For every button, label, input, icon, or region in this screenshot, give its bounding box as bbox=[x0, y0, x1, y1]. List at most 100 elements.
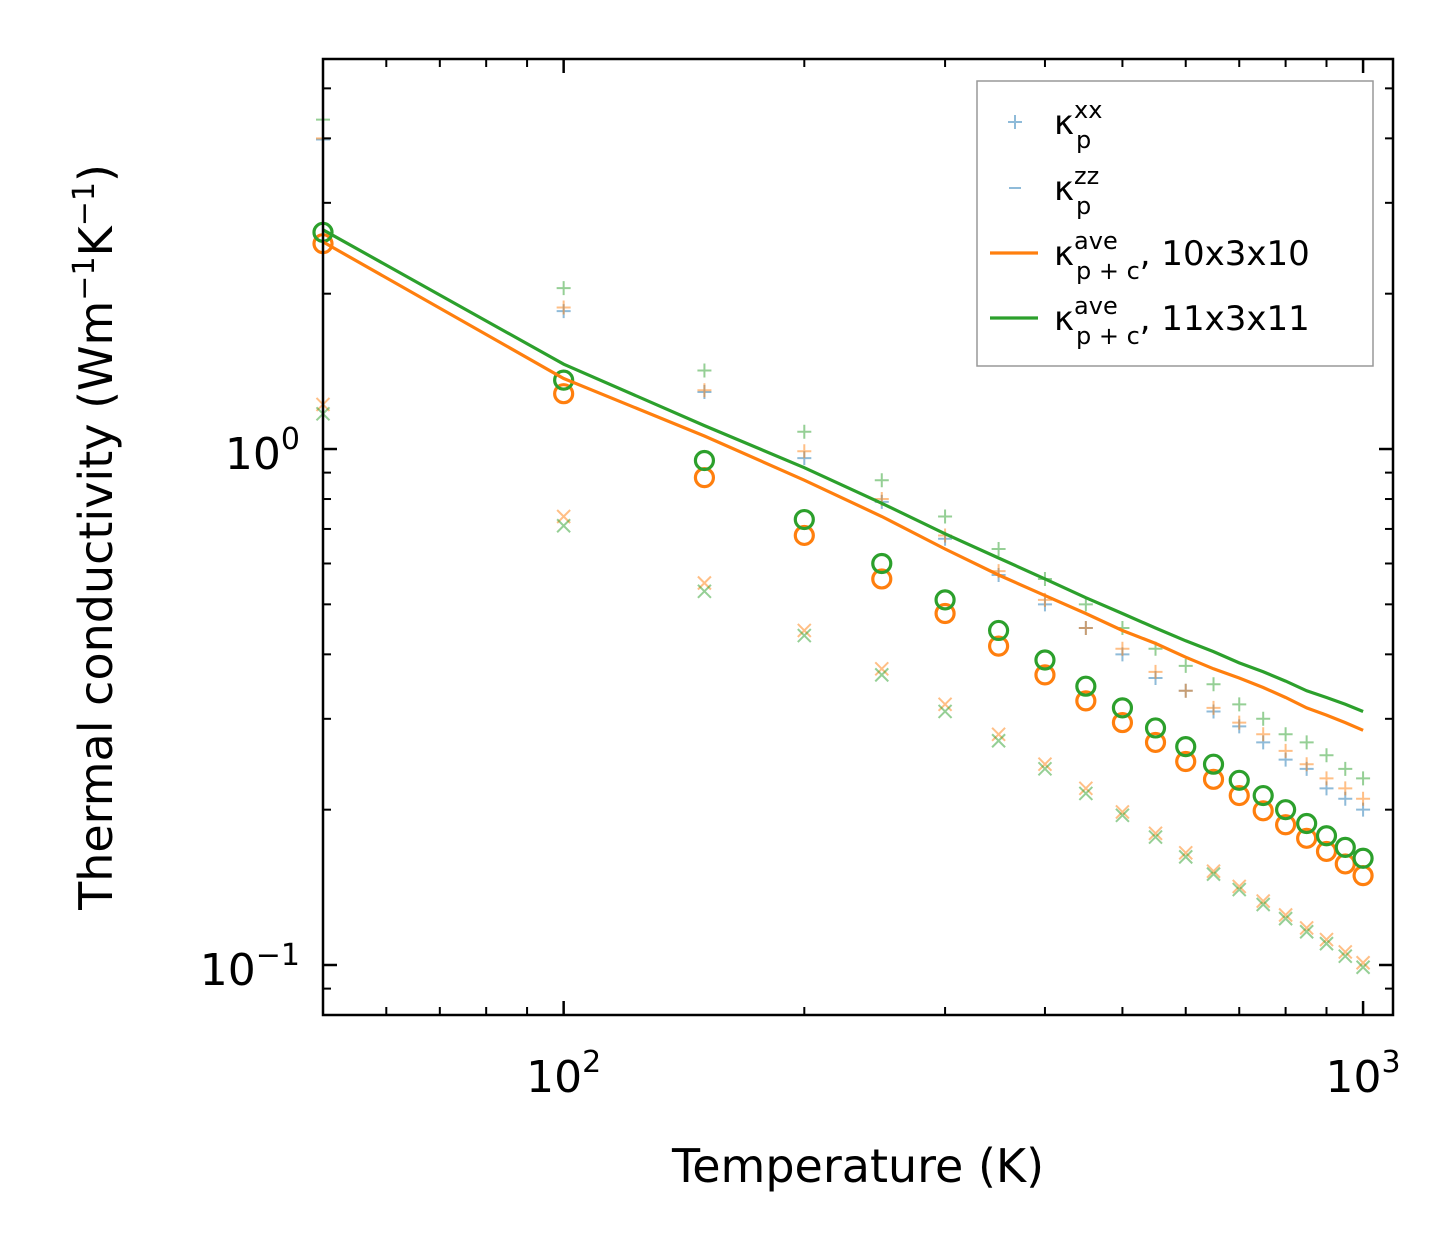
legend-label: κave p + c, 10x3x10 bbox=[1054, 227, 1310, 285]
data-point-cross bbox=[1319, 936, 1334, 951]
data-point-cross bbox=[556, 518, 571, 533]
data-point-plus bbox=[938, 509, 953, 524]
data-point-circle bbox=[1202, 768, 1225, 790]
data-point-plus bbox=[1256, 711, 1271, 726]
data-point-circle bbox=[1202, 753, 1225, 775]
y-tick-label: 10−1 bbox=[200, 938, 300, 996]
data-point-cross bbox=[991, 727, 1006, 742]
series-8 bbox=[322, 228, 1364, 713]
data-point-cross bbox=[874, 661, 889, 677]
series-6 bbox=[312, 221, 1374, 869]
data-point-plus bbox=[1319, 771, 1334, 786]
legend: κxx p κzz p κave p + c, 10x3x10 κave p + c, 11x… bbox=[976, 80, 1374, 367]
data-point-plus bbox=[1115, 641, 1130, 656]
data-point-cross bbox=[1355, 960, 1371, 975]
data-point-plus bbox=[1338, 761, 1353, 776]
legend-label: κave p + c, 11x3x11 bbox=[1054, 292, 1310, 350]
data-point-circle bbox=[1352, 865, 1374, 887]
data-point-circle bbox=[934, 602, 956, 625]
data-point-plus bbox=[697, 383, 712, 398]
data-point-cross bbox=[1255, 897, 1271, 912]
data-point-cross bbox=[1206, 866, 1221, 882]
data-point-circle bbox=[793, 524, 815, 547]
data-point-circle bbox=[987, 619, 1010, 642]
data-point-circle bbox=[553, 369, 575, 391]
data-point-circle bbox=[1034, 664, 1056, 686]
data-point-plus bbox=[1078, 597, 1093, 612]
data-point-cross bbox=[1078, 781, 1094, 796]
x-axis-label: Temperature (K) bbox=[671, 1139, 1044, 1193]
data-point-circle bbox=[1252, 800, 1274, 822]
data-point-cross bbox=[1319, 932, 1334, 947]
data-point-plus bbox=[1206, 677, 1221, 692]
data-point-circle bbox=[871, 552, 893, 575]
data-point-circle bbox=[1315, 825, 1338, 847]
data-point-plus bbox=[1256, 727, 1271, 742]
data-point-cross bbox=[1148, 826, 1163, 841]
data-point-circle bbox=[1228, 769, 1250, 791]
data-point-circle bbox=[1275, 814, 1297, 836]
data-point-circle bbox=[934, 589, 956, 611]
data-point-plus bbox=[556, 281, 571, 296]
legend-entry-0: κxx p bbox=[1008, 96, 1102, 154]
legend-entry-2: κave p + c, 10x3x10 bbox=[990, 227, 1310, 285]
data-point-plus bbox=[1278, 743, 1293, 758]
data-point-cross bbox=[1148, 829, 1163, 845]
data-point-plus bbox=[1338, 781, 1353, 796]
data-point-circle bbox=[1144, 731, 1167, 754]
data-point-circle bbox=[1352, 847, 1374, 869]
data-point-circle bbox=[871, 568, 893, 590]
data-point-circle bbox=[1034, 649, 1056, 671]
axis-labels: Temperature (K) Thermal conductivity (Wm… bbox=[67, 164, 1401, 1193]
data-point-cross bbox=[937, 704, 953, 719]
data-point-cross bbox=[1338, 949, 1353, 964]
data-point-cross bbox=[1338, 944, 1353, 960]
data-point-plus bbox=[1178, 683, 1193, 698]
data-point-cross bbox=[937, 697, 953, 712]
y-tick-label: 100 bbox=[225, 422, 300, 480]
data-point-circle bbox=[1075, 675, 1097, 697]
data-point-cross bbox=[1178, 845, 1193, 860]
data-layer bbox=[312, 112, 1374, 975]
data-point-plus bbox=[556, 300, 571, 315]
data-point-plus bbox=[797, 424, 812, 439]
data-point-cross bbox=[1355, 955, 1371, 970]
legend-label: κzz p bbox=[1054, 162, 1099, 220]
data-point-circle bbox=[693, 467, 716, 489]
data-point-plus bbox=[1299, 735, 1314, 750]
series-7 bbox=[322, 240, 1364, 732]
x-tick-label: 102 bbox=[526, 1045, 601, 1103]
data-point-circle bbox=[1075, 690, 1097, 712]
legend-box bbox=[976, 80, 1374, 367]
data-point-circle bbox=[553, 383, 575, 405]
data-point-plus bbox=[1148, 664, 1163, 679]
data-point-cross bbox=[1115, 804, 1130, 820]
data-point-circle bbox=[1252, 784, 1274, 807]
data-point-cross bbox=[1178, 849, 1193, 865]
data-point-circle bbox=[1275, 799, 1297, 821]
data-point-cross bbox=[1299, 920, 1314, 936]
data-point-cross bbox=[1078, 786, 1094, 801]
data-point-plus bbox=[1078, 620, 1093, 635]
data-point-plus bbox=[874, 473, 889, 488]
data-point-cross bbox=[697, 584, 712, 599]
data-point-cross bbox=[797, 623, 812, 638]
data-point-cross bbox=[874, 667, 889, 683]
data-point-plus bbox=[1178, 658, 1193, 673]
data-point-plus bbox=[1232, 697, 1247, 712]
data-point-circle bbox=[987, 635, 1010, 657]
data-point-circle bbox=[793, 508, 815, 531]
data-point-cross bbox=[1115, 808, 1130, 823]
x-tick-label: 103 bbox=[1326, 1045, 1401, 1103]
data-point-circle bbox=[1296, 827, 1318, 849]
data-point-cross bbox=[1206, 863, 1221, 879]
data-point-cross bbox=[1278, 911, 1293, 926]
data-point-cross bbox=[1232, 879, 1247, 894]
series-line bbox=[322, 240, 1364, 732]
plot-frame bbox=[321, 57, 1395, 1017]
data-point-circle bbox=[1175, 750, 1197, 773]
data-point-circle bbox=[1228, 784, 1250, 807]
data-point-circle bbox=[693, 449, 716, 472]
data-point-plus bbox=[991, 542, 1006, 557]
